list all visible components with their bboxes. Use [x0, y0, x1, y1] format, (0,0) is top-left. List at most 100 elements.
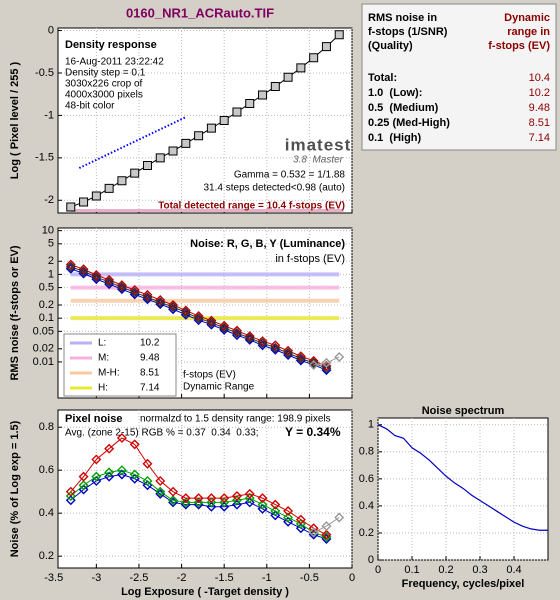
- marker: [142, 289, 153, 300]
- marker: [206, 497, 217, 508]
- y-tick-label: -1: [44, 109, 54, 121]
- table-header: Dynamic: [504, 12, 550, 24]
- y-tick-label: 0.2: [359, 527, 374, 539]
- legend-note: f-stops (EV): [183, 370, 236, 381]
- y-tick-label: 0.02: [33, 343, 54, 355]
- marker: [258, 90, 268, 100]
- marker: [321, 363, 332, 374]
- row-label: 0.25 (Med-High): [368, 117, 450, 129]
- marker: [244, 488, 255, 499]
- marker: [168, 495, 179, 506]
- marker: [129, 439, 140, 450]
- marker: [270, 342, 281, 353]
- annotation: 48-bit color: [65, 101, 115, 112]
- marker: [206, 123, 216, 133]
- marker: [245, 99, 255, 109]
- marker: [231, 490, 242, 501]
- marker: [129, 469, 140, 480]
- table-header: f-stops (EV): [488, 40, 550, 52]
- marker: [104, 274, 115, 285]
- marker: [321, 357, 332, 368]
- y-tick-label: 0.6: [359, 473, 374, 485]
- marker: [129, 285, 140, 296]
- marker: [142, 480, 153, 491]
- annotation: 31.4 steps detected<0.98 (auto): [204, 183, 346, 194]
- marker: [270, 510, 281, 521]
- plot-area: [57, 27, 353, 214]
- marker: [295, 514, 306, 525]
- x-tick-label: -3.5: [44, 572, 63, 584]
- marker: [66, 202, 76, 212]
- marker: [231, 325, 242, 336]
- marker: [232, 107, 242, 117]
- marker: [155, 153, 165, 163]
- annotation: 16-Aug-2011 23:22:42: [65, 57, 164, 68]
- row-label: 1.0 (Low):: [368, 87, 422, 99]
- marker: [219, 320, 230, 331]
- series-line: [313, 517, 340, 533]
- y-tick-label: 0.05: [33, 325, 54, 337]
- row-value: 7.14: [529, 132, 550, 144]
- marker: [257, 338, 268, 349]
- y-tick-label: 0.1: [39, 312, 54, 324]
- chart-title: Density response: [65, 39, 157, 51]
- marker: [168, 146, 178, 156]
- marker: [257, 499, 268, 510]
- y-axis-label: Noise (% of Log exp = 1.5): [9, 420, 21, 557]
- x-tick-label: -2: [177, 572, 187, 584]
- marker: [91, 475, 102, 486]
- x-tick-label: -3: [91, 572, 101, 584]
- marker: [104, 443, 115, 454]
- marker: [206, 317, 217, 328]
- x-tick-label: 0: [349, 572, 355, 584]
- marker: [181, 138, 191, 148]
- marker: [65, 261, 76, 272]
- logo-version: 3.8 Master: [293, 155, 344, 166]
- series-line: [70, 34, 340, 208]
- row-label: 0.1 (High): [368, 132, 422, 144]
- marker: [206, 501, 217, 512]
- marker: [321, 529, 332, 540]
- file-title: 0160_NR1_ACRauto.TIF: [126, 5, 274, 20]
- legend-label: M-H:: [98, 368, 120, 379]
- marker: [334, 30, 344, 40]
- marker: [193, 313, 204, 324]
- marker: [78, 484, 89, 495]
- y-tick-label: 0.4: [39, 507, 54, 519]
- y-axis-label: Log ( Pixel level / 255 ): [9, 61, 21, 179]
- legend-value: 9.48: [140, 353, 160, 364]
- marker: [155, 486, 166, 497]
- marker: [155, 475, 166, 486]
- y-tick-label: 10: [42, 225, 54, 237]
- chart-title: Noise spectrum: [422, 405, 505, 417]
- legend-note: Dynamic Range: [183, 382, 255, 393]
- results-table: [361, 3, 557, 151]
- marker: [231, 495, 242, 506]
- marker: [308, 360, 319, 371]
- marker: [116, 280, 127, 291]
- marker: [334, 351, 345, 362]
- y-tick-label: -0.5: [35, 67, 54, 79]
- x-tick-label: -2.5: [129, 572, 148, 584]
- marker: [231, 327, 242, 338]
- legend-value: 7.14: [140, 383, 160, 394]
- marker: [219, 322, 230, 333]
- marker: [116, 282, 127, 293]
- marker: [295, 351, 306, 362]
- marker: [142, 458, 153, 469]
- x-tick-label: 0.2: [438, 564, 453, 576]
- x-tick-label: -0.5: [300, 572, 319, 584]
- marker: [180, 307, 191, 318]
- annotation: Density step = 0.1: [65, 68, 146, 79]
- y-tick-label: 2: [48, 255, 54, 267]
- marker: [193, 311, 204, 322]
- row-value: 9.48: [529, 102, 550, 114]
- y-tick-label: 1: [368, 419, 374, 431]
- marker: [65, 486, 76, 497]
- y-tick-label: 0.2: [39, 299, 54, 311]
- y-tick-label: 0: [48, 24, 54, 36]
- marker: [244, 331, 255, 342]
- marker: [142, 160, 152, 170]
- marker: [104, 277, 115, 288]
